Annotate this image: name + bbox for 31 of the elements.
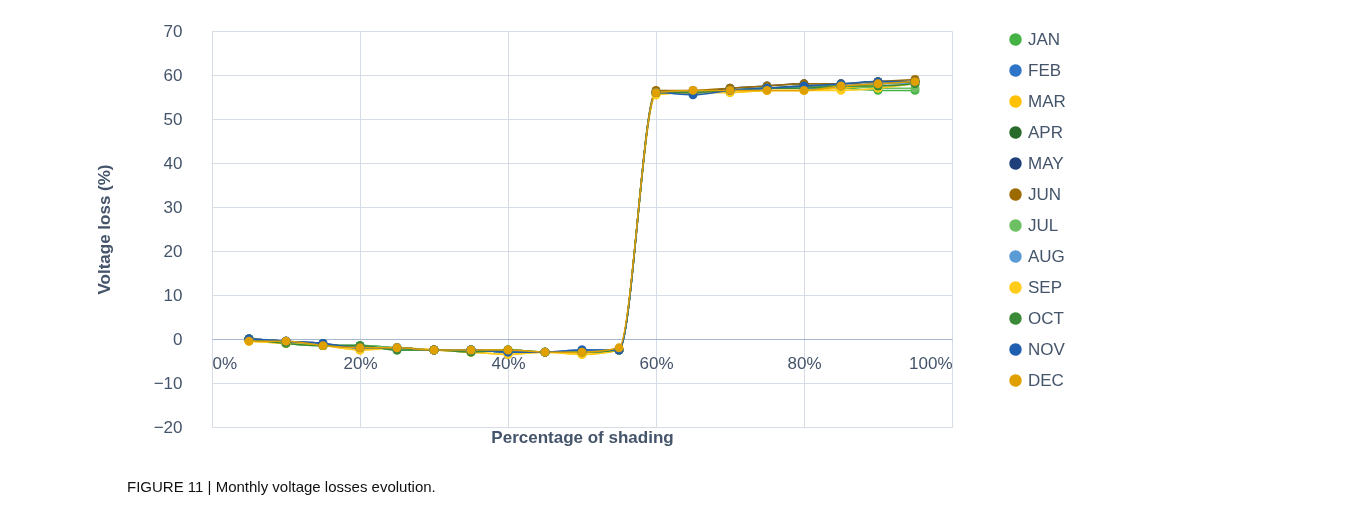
y-tick-label: 0 [173, 329, 183, 349]
legend-label: AUG [1028, 246, 1065, 266]
legend-label: APR [1028, 122, 1063, 142]
x-tick-label: 100% [909, 353, 953, 373]
y-tick-label: −10 [153, 373, 183, 393]
legend-label: SEP [1028, 277, 1063, 297]
legend-label: MAR [1028, 91, 1066, 111]
x-tick-label: 80% [787, 353, 822, 373]
y-tick-label: −20 [153, 417, 183, 437]
legend-label: JUL [1028, 215, 1059, 235]
legend-label: FEB [1028, 60, 1062, 80]
y-tick-label: 20 [163, 241, 183, 261]
legend-label: JUN [1028, 184, 1062, 204]
legend-label: OCT [1028, 308, 1064, 328]
x-tick-label: 40% [491, 353, 526, 373]
legend-label: MAY [1028, 153, 1064, 173]
y-tick-label: 70 [163, 21, 183, 41]
y-tick-label: 30 [163, 197, 183, 217]
x-tick-label: 20% [343, 353, 378, 373]
x-tick-label: 60% [639, 353, 674, 373]
x-tick-label: 0% [212, 353, 238, 373]
legend-label: JAN [1028, 29, 1061, 49]
legend-label: DEC [1028, 370, 1064, 390]
y-tick-label: 40 [163, 153, 183, 173]
y-tick-label: 10 [163, 285, 183, 305]
y-axis-title: Voltage loss (%) [94, 164, 114, 295]
legend-label: NOV [1028, 339, 1066, 359]
caption: FIGURE 11 | Monthly voltage losses evolution. [127, 478, 436, 495]
y-tick-label: 60 [163, 65, 183, 85]
y-tick-label: 50 [163, 109, 183, 129]
x-axis-title: Percentage of shading [491, 427, 674, 447]
